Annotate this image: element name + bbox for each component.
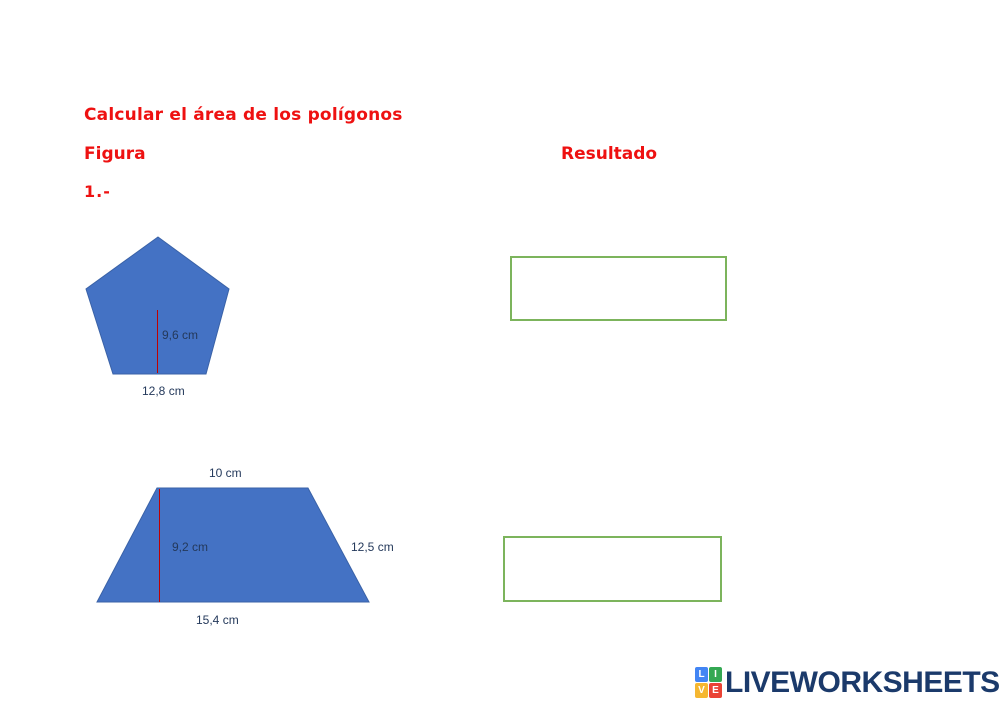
answer-input-2[interactable] [503,536,722,602]
liveworksheets-logo-text: LIVEWORKSHEETS [725,666,1000,699]
logo-tile-i: I [709,667,722,682]
liveworksheets-logo-icon: L I V E [695,667,722,698]
column-header-resultado: Resultado [561,144,658,164]
pentagon-base-label: 12,8 cm [142,384,185,398]
liveworksheets-logo: L I V E LIVEWORKSHEETS [695,666,1000,699]
column-header-figura: Figura [84,144,146,164]
pentagon-shape [85,236,230,375]
answer-input-1[interactable] [510,256,727,321]
trapezoid-height-label: 9,2 cm [172,540,208,554]
item-number: 1.- [84,182,111,201]
logo-tile-l: L [695,667,708,682]
trapezoid-side-label: 12,5 cm [351,540,394,554]
trapezoid-top-label: 10 cm [209,466,242,480]
logo-tile-e: E [709,683,722,698]
trapezoid-base-label: 15,4 cm [196,613,239,627]
logo-tile-v: V [695,683,708,698]
trapezoid-shape [96,487,370,603]
page-title: Calcular el área de los polígonos [84,105,403,125]
pentagon-apothem-label: 9,6 cm [162,328,198,342]
